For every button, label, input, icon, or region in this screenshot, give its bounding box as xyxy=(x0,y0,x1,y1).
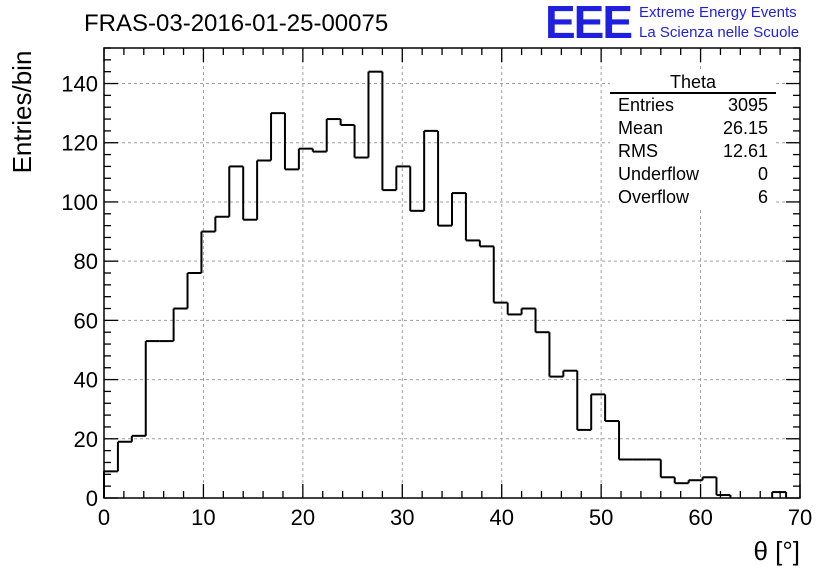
histogram-bin xyxy=(687,479,703,484)
histogram-bin xyxy=(144,340,160,436)
histogram-bin xyxy=(478,240,494,248)
y-tick-label: 120 xyxy=(61,131,98,156)
stats-label: Entries xyxy=(618,95,675,115)
stats-value: 6 xyxy=(757,187,768,207)
histogram-bin xyxy=(325,118,341,152)
histogram-bin xyxy=(437,130,452,227)
histogram-bin xyxy=(534,308,550,334)
histogram-bin xyxy=(200,230,216,273)
histogram-bin xyxy=(576,370,592,431)
histogram-bin xyxy=(214,215,230,232)
histogram-bin xyxy=(464,193,480,242)
histogram-bin xyxy=(409,166,425,212)
stats-row-underflow: Underflow 0 xyxy=(610,163,776,186)
histogram-bin xyxy=(283,113,299,171)
x-tick-label: 60 xyxy=(688,505,712,530)
histogram-bin xyxy=(492,246,508,304)
stats-value: 12.61 xyxy=(722,141,768,161)
histogram-bin xyxy=(130,434,146,442)
x-tick-label: 0 xyxy=(98,505,110,530)
stats-title: Theta xyxy=(610,72,776,94)
histogram-bin xyxy=(562,369,578,377)
histogram-bin xyxy=(270,112,285,161)
histogram-bin xyxy=(186,272,202,309)
logo-line-1: Extreme Energy Events xyxy=(639,4,797,21)
histogram-bin xyxy=(339,119,355,126)
stats-row-overflow: Overflow 6 xyxy=(610,186,776,209)
histogram-bin xyxy=(395,165,411,191)
x-tick-label: 30 xyxy=(390,505,414,530)
histogram-bin xyxy=(311,148,327,153)
histogram-bin xyxy=(659,459,675,479)
y-tick-label: 0 xyxy=(86,486,98,511)
histogram-bin xyxy=(506,302,522,316)
stats-label: Mean xyxy=(618,118,664,138)
stats-box: Theta Entries 3095 Mean 26.15 RMS 12.61 … xyxy=(610,72,776,209)
histogram-bin xyxy=(451,192,466,226)
stats-row-entries: Entries 3095 xyxy=(610,94,776,117)
logo-text: Extreme Energy Events La Scienza nelle S… xyxy=(639,2,799,43)
x-tick-label: 40 xyxy=(489,505,513,530)
stats-label: Overflow xyxy=(618,187,690,207)
stats-row-rms: RMS 12.61 xyxy=(610,140,776,163)
histogram-bin xyxy=(103,470,118,498)
histogram-bin xyxy=(520,307,536,315)
y-tick-label: 20 xyxy=(74,427,98,452)
histogram-bin xyxy=(172,307,188,342)
y-tick-label: 140 xyxy=(61,72,98,97)
stats-value: 0 xyxy=(757,164,768,184)
x-tick-label: 50 xyxy=(589,505,613,530)
histogram-bin xyxy=(353,124,369,159)
histogram-bin xyxy=(297,147,313,170)
histogram-bin xyxy=(423,129,439,211)
histogram-bars xyxy=(103,70,788,498)
y-tick-label: 60 xyxy=(74,308,98,333)
stats-label: RMS xyxy=(618,141,658,161)
histogram-bin xyxy=(701,476,717,481)
y-tick-label: 40 xyxy=(74,368,98,393)
chart-title: FRAS-03-2016-01-25-00075 xyxy=(84,10,389,37)
histogram-bin xyxy=(604,394,620,423)
histogram-bin xyxy=(228,165,244,217)
logo-line-2: La Scienza nelle Scuole xyxy=(639,24,800,41)
histogram-bin xyxy=(771,491,787,498)
histogram-bin xyxy=(618,421,633,461)
stats-row-mean: Mean 26.15 xyxy=(610,117,776,140)
histogram-bin xyxy=(715,477,731,497)
grid xyxy=(104,48,800,498)
stats-value: 26.15 xyxy=(722,118,768,138)
histogram-bin xyxy=(673,477,689,485)
x-tick-label: 10 xyxy=(191,505,215,530)
y-tick-label: 100 xyxy=(61,190,98,215)
stats-value: 3095 xyxy=(727,95,768,115)
eee-logo: EEE Extreme Energy Events La Scienza nel… xyxy=(545,0,799,48)
y-tick-label: 80 xyxy=(74,249,98,274)
histogram-bin xyxy=(367,70,383,158)
x-tick-label: 70 xyxy=(788,505,812,530)
stats-label: Underflow xyxy=(618,164,700,184)
histogram-bin xyxy=(548,332,564,378)
histogram-bin xyxy=(590,393,606,430)
histogram-bin xyxy=(256,159,272,220)
histogram-bin xyxy=(116,440,132,472)
x-tick-label: 20 xyxy=(291,505,315,530)
logo-mark: EEE xyxy=(545,0,633,48)
y-axis-label: Entries/bin xyxy=(7,51,37,174)
histogram-bin xyxy=(381,71,397,192)
x-axis-label: θ [°] xyxy=(753,536,800,566)
histogram-bin xyxy=(242,166,258,221)
